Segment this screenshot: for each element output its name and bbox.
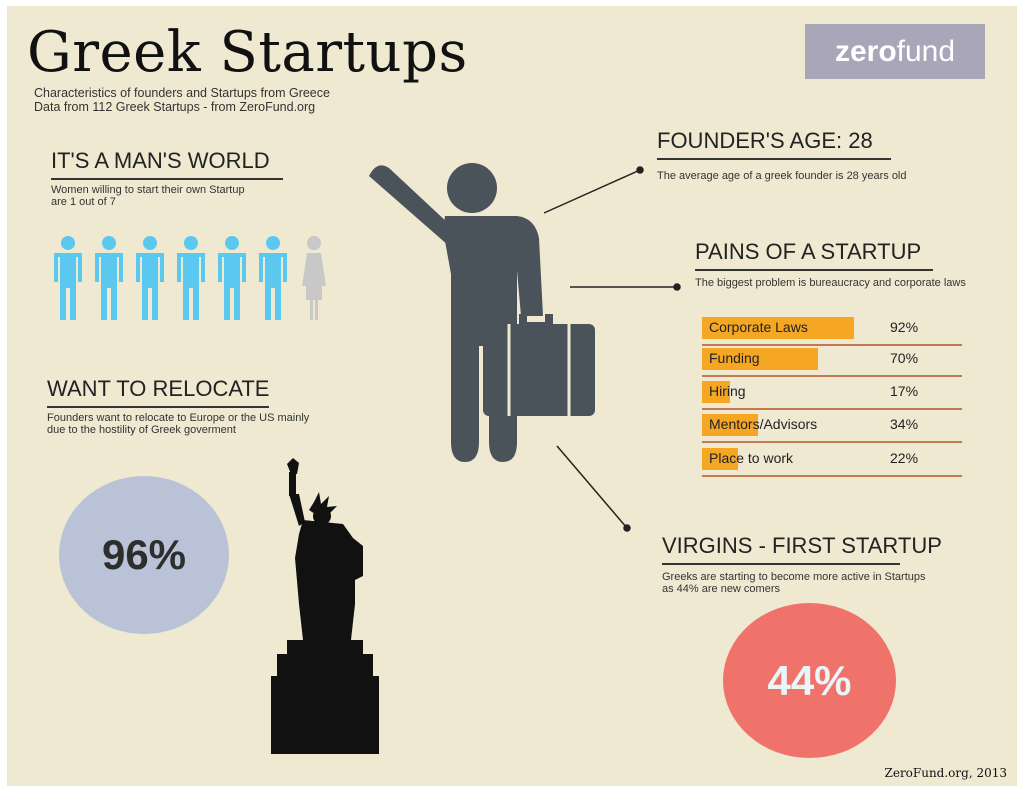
bar-value-label: 22% bbox=[890, 450, 919, 466]
virgins-heading: VIRGINS - FIRST STARTUP bbox=[662, 533, 942, 565]
bar-label: Mentors/Advisors bbox=[709, 416, 818, 432]
relocate-text-2: due to the hostility of Greek goverment bbox=[47, 424, 236, 436]
bar-row: Corporate Laws 92% bbox=[702, 314, 962, 346]
bar-label: Funding bbox=[709, 350, 760, 366]
infographic: Greek Startups Characteristics of founde… bbox=[7, 6, 1017, 786]
bar-value-label: 17% bbox=[890, 383, 919, 399]
man-icon bbox=[218, 236, 246, 320]
bar-fill bbox=[702, 348, 818, 370]
bar-fill bbox=[702, 381, 731, 403]
bar-row: Funding 70% bbox=[702, 345, 962, 377]
subtitle-line-1: Characteristics of founders and Startups… bbox=[34, 86, 330, 100]
founders-age-section: FOUNDER'S AGE: 28 The average age of a g… bbox=[657, 128, 907, 182]
virgins-bubble: 44% bbox=[723, 603, 896, 758]
relocate-bubble: 96% bbox=[59, 476, 229, 634]
gender-pictogram bbox=[51, 234, 351, 324]
mans-world-text-2: are 1 out of 7 bbox=[51, 196, 116, 208]
pains-text: The biggest problem is bureaucracy and c… bbox=[695, 277, 966, 289]
bar-value-label: 70% bbox=[890, 350, 919, 366]
bar-fill bbox=[702, 448, 739, 470]
bar-fill bbox=[702, 414, 759, 436]
zerofund-logo: zerofund bbox=[805, 24, 985, 79]
bar-value-label: 34% bbox=[890, 416, 919, 432]
virgins-section: VIRGINS - FIRST STARTUP Greeks are start… bbox=[662, 533, 942, 595]
bar-label: Corporate Laws bbox=[709, 319, 808, 335]
relocate-text-1: Founders want to relocate to Europe or t… bbox=[47, 412, 310, 424]
footer-credit: ZeroFund.org, 2013 bbox=[884, 766, 1008, 780]
man-icon bbox=[136, 236, 164, 320]
virgins-text-1: Greeks are starting to become more activ… bbox=[662, 571, 926, 583]
statue-of-liberty-icon bbox=[271, 458, 379, 754]
founder-figure-icon bbox=[369, 163, 595, 462]
mans-world-text-1: Women willing to start their own Startup bbox=[51, 184, 245, 196]
founders-age-text: The average age of a greek founder is 28… bbox=[657, 170, 907, 182]
page-subtitle: Characteristics of founders and Startups… bbox=[34, 86, 330, 114]
pains-section: PAINS OF A STARTUP The biggest problem i… bbox=[695, 239, 966, 289]
bar-value-label: 92% bbox=[890, 319, 919, 335]
bar-label: Hiring bbox=[709, 383, 746, 399]
page-title: Greek Startups bbox=[27, 20, 468, 85]
man-icon bbox=[177, 236, 205, 320]
connector-lines bbox=[543, 166, 681, 532]
logo-bold: zero bbox=[834, 35, 897, 68]
man-icon bbox=[259, 236, 287, 320]
bar-row: Place to work 22% bbox=[702, 445, 962, 477]
woman-icon bbox=[302, 236, 326, 320]
subtitle-line-2: Data from 112 Greek Startups - from Zero… bbox=[34, 100, 316, 114]
pains-heading: PAINS OF A STARTUP bbox=[695, 239, 933, 271]
virgins-text-2: as 44% are new comers bbox=[662, 583, 780, 595]
mans-world-heading: IT'S A MAN'S WORLD bbox=[51, 148, 283, 180]
relocate-heading: WANT TO RELOCATE bbox=[47, 376, 269, 408]
bar-row: Hiring 17% bbox=[702, 378, 962, 410]
mans-world-section: IT'S A MAN'S WORLD Women willing to star… bbox=[51, 148, 283, 208]
bar-row: Mentors/Advisors 34% bbox=[702, 411, 962, 443]
relocate-section: WANT TO RELOCATE Founders want to reloca… bbox=[47, 376, 309, 436]
bar-fill bbox=[702, 317, 854, 339]
founders-age-heading: FOUNDER'S AGE: 28 bbox=[657, 128, 891, 160]
man-icon bbox=[54, 236, 82, 320]
bar-label: Place to work bbox=[709, 450, 794, 466]
man-icon bbox=[95, 236, 123, 320]
logo-light: fund bbox=[896, 35, 956, 68]
